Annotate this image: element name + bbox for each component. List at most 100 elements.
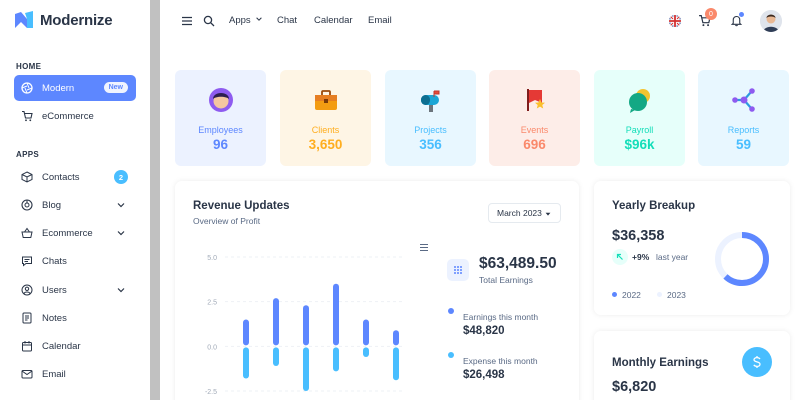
earnings-bar[interactable] (273, 298, 279, 346)
earnings-bar[interactable] (243, 319, 249, 346)
stat-value: 96 (212, 137, 229, 152)
search-icon[interactable] (202, 14, 216, 28)
sidebar-item-label: Contacts (42, 171, 80, 183)
yearly-donut-chart (715, 232, 769, 286)
stat-label: Events (520, 125, 549, 135)
y-tick-label: 0.0 (207, 344, 217, 351)
monthly-earnings-card: Monthly Earnings $6,820 (594, 331, 790, 400)
mailbox-icon (421, 90, 440, 112)
earnings-bar[interactable] (333, 283, 339, 346)
earnings-month-label: Earnings this month (463, 312, 539, 322)
stat-value: 3,650 (308, 137, 343, 152)
y-tick-label: 5.0 (207, 255, 217, 262)
grid-dots-tile (447, 259, 469, 281)
header-link-apps[interactable]: Apps (229, 15, 263, 26)
sidebar-item-label: Ecommerce (42, 227, 93, 239)
stat-card-employees[interactable]: Employees 96 (175, 70, 266, 166)
stat-card-payroll[interactable]: Payroll $96k (594, 70, 685, 166)
sidebar-scrollbar[interactable] (150, 0, 160, 400)
revenue-title: Revenue Updates (193, 200, 290, 212)
sidebar-item-blog[interactable]: Blog (14, 192, 136, 218)
month-select-value: March 2023 (497, 208, 542, 218)
revenue-bar-chart: 5.0 2.5 0.0 -2.5 (205, 255, 405, 396)
yearly-title: Yearly Breakup (612, 200, 696, 212)
header-link-calendar[interactable]: Calendar (314, 15, 353, 26)
header-cart[interactable]: 0 (698, 8, 717, 28)
expense-bar[interactable] (303, 347, 309, 391)
earnings-month-value: $48,820 (463, 325, 505, 337)
monthly-title: Monthly Earnings (612, 357, 709, 369)
sidebar-item-chats[interactable]: Chats (14, 248, 136, 274)
sidebar-item-label: Users (42, 284, 67, 296)
earnings-bar[interactable] (303, 305, 309, 346)
chevron-down-icon (256, 17, 263, 21)
stat-value: 696 (523, 137, 546, 152)
expense-bar[interactable] (363, 347, 369, 358)
expense-month-value: $26,498 (463, 369, 505, 381)
grid-dots-icon (454, 266, 462, 274)
app-name: Modernize (40, 11, 113, 29)
chevron-down-icon (117, 231, 125, 236)
expense-legend-dot (448, 352, 454, 358)
earnings-bar[interactable] (393, 330, 399, 346)
stat-value: 59 (735, 137, 752, 152)
sidebar: Modernize HOME Modern New eCommerce APPS… (0, 0, 150, 400)
expense-bar[interactable] (273, 347, 279, 366)
stat-label: Clients (311, 125, 340, 135)
chevron-down-icon (117, 288, 125, 293)
notifications-button[interactable] (730, 12, 744, 28)
notes-icon (20, 311, 34, 325)
stat-card-projects[interactable]: Projects 356 (385, 70, 476, 166)
aperture-icon (20, 81, 34, 95)
sidebar-item-email[interactable]: Email (14, 361, 136, 387)
sidebar-item-contacts[interactable]: Contacts 2 (14, 164, 136, 190)
y-tick-label: -2.5 (205, 389, 217, 396)
header-link-label: Apps (229, 15, 251, 26)
earnings-bar[interactable] (363, 319, 369, 346)
legend-dot-2022 (612, 292, 617, 297)
notification-dot (739, 12, 744, 17)
yearly-change: +9% (632, 252, 650, 262)
stat-label: Payroll (625, 125, 654, 135)
revenue-subtitle: Overview of Profit (193, 216, 261, 226)
expense-bar[interactable] (333, 347, 339, 372)
message-icon (20, 254, 34, 268)
sidebar-item-modern[interactable]: Modern New (14, 75, 136, 101)
connections-icon (732, 88, 755, 112)
mail-icon (20, 367, 34, 381)
logo[interactable]: Modernize (14, 11, 113, 29)
sidebar-item-label: eCommerce (42, 110, 94, 122)
sidebar-item-users[interactable]: Users (14, 277, 136, 303)
contacts-count-badge: 2 (114, 170, 128, 184)
header-link-chat[interactable]: Chat (277, 15, 298, 26)
stat-label: Reports (727, 125, 760, 135)
menu-icon[interactable] (180, 14, 194, 28)
section-label-apps: APPS (16, 150, 39, 159)
stat-card-clients[interactable]: Clients 3,650 (280, 70, 371, 166)
briefcase-icon (315, 90, 337, 110)
expense-bar[interactable] (393, 347, 399, 381)
currency-dollar-button[interactable] (742, 347, 772, 377)
legend-label-2022: 2022 (622, 290, 641, 300)
header-link-email[interactable]: Email (368, 15, 392, 26)
uk-flag-icon[interactable] (668, 14, 682, 28)
logo-icon (15, 11, 33, 28)
sidebar-item-label: Notes (42, 312, 67, 324)
sidebar-item-notes[interactable]: Notes (14, 305, 136, 331)
stat-card-events[interactable]: Events 696 (489, 70, 580, 166)
section-label-home: HOME (16, 62, 42, 71)
sidebar-item-calendar[interactable]: Calendar (14, 333, 136, 359)
yearly-breakup-card: Yearly Breakup $36,358 +9% last year 202… (594, 181, 790, 315)
top-header: Apps Chat Calendar Email 0 (160, 0, 800, 42)
sidebar-item-ecommerce[interactable]: eCommerce (14, 103, 136, 129)
chart-menu-icon[interactable] (419, 243, 429, 252)
sidebar-item-ecommerce-apps[interactable]: Ecommerce (14, 220, 136, 246)
calendar-icon (20, 339, 34, 353)
expense-bar[interactable] (243, 347, 249, 379)
employee-avatar-icon (209, 88, 233, 112)
stat-card-reports[interactable]: Reports 59 (698, 70, 789, 166)
avatar[interactable] (760, 10, 782, 32)
sidebar-item-label: Chats (42, 255, 67, 267)
month-select[interactable]: March 2023 (488, 203, 561, 223)
sidebar-item-label: Modern (42, 82, 75, 94)
